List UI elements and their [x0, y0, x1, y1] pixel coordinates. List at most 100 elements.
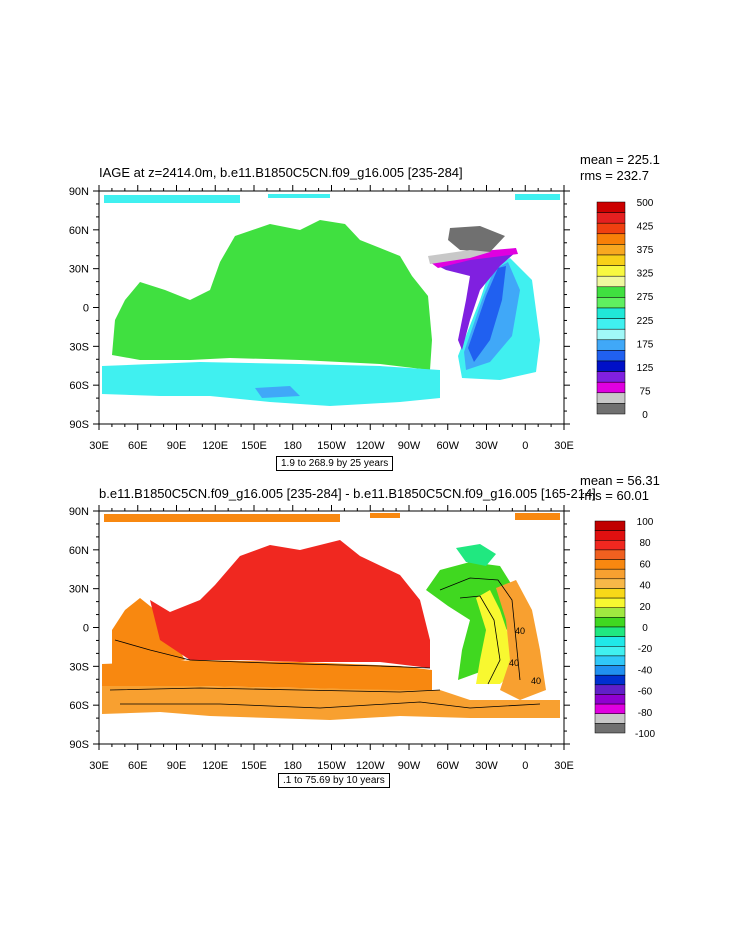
lat-label: 90N	[69, 506, 89, 518]
atlantic-darkblue	[468, 266, 506, 362]
legend-swatch	[594, 655, 626, 666]
legend-swatch	[594, 559, 626, 570]
p2-southern-lightorange	[102, 686, 560, 720]
legend-label: -40	[638, 665, 653, 676]
legend-swatch	[594, 568, 626, 580]
lat-label: 30N	[69, 264, 89, 276]
legend-swatch	[594, 723, 626, 734]
panel-1-rms: rms = 232.7	[580, 168, 650, 183]
lat-label: 30S	[69, 661, 89, 673]
lat-label: 90S	[69, 739, 89, 751]
legend-swatch	[594, 703, 626, 714]
p2-contour-labels: 40 40 40	[509, 626, 541, 686]
north-atlantic-grey	[448, 226, 505, 252]
p2-arctic-region	[104, 513, 560, 522]
lon-label: 90E	[167, 760, 187, 772]
legend-label: 40	[639, 581, 651, 592]
atlantic-purple	[438, 252, 516, 350]
legend-label: 425	[637, 222, 654, 233]
lon-label: 120E	[202, 440, 228, 452]
panel-1-mean: mean = 225.1	[580, 152, 660, 167]
lat-label: 0	[83, 303, 89, 315]
lon-label: 150E	[241, 440, 267, 452]
panel-2-rms: rms = 60.01	[580, 488, 650, 503]
lat-label: 90N	[69, 186, 89, 198]
lon-label: 30E	[554, 760, 574, 772]
legend-label: 225	[637, 316, 654, 327]
panel-2-mean: mean = 56.31	[580, 473, 660, 488]
lat-label: 60N	[69, 545, 89, 557]
lon-label: 60E	[128, 440, 148, 452]
contour-label: 40	[509, 658, 519, 668]
lon-label: 0	[522, 440, 528, 452]
legend-swatch	[594, 540, 626, 551]
lon-label: 30E	[554, 440, 574, 452]
southern-ocean-region	[102, 362, 440, 406]
legend-label: 80	[639, 538, 651, 549]
panel-2-axes: 30E 60E 90E 120E 150E 180 150W 120W 90W 60W 30W 0 30…	[69, 505, 574, 772]
panel-2-title: b.e11.B1850C5CN.f09_g16.005 [235-284] - …	[99, 486, 596, 501]
legend-swatch	[594, 549, 626, 560]
legend-label: 275	[637, 292, 654, 303]
legend-label: 0	[642, 410, 648, 421]
lon-label: 30E	[89, 760, 109, 772]
lat-label: 30S	[69, 341, 89, 353]
legend-swatch	[594, 674, 626, 686]
legend-label: 75	[639, 386, 651, 397]
lon-label: 150E	[241, 760, 267, 772]
legend-label: -100	[635, 729, 655, 740]
contour-label: 40	[515, 626, 525, 636]
legend-swatch	[594, 578, 626, 589]
p2-pacific-region	[150, 540, 430, 668]
panel-2-legend: 100 80 60 40 20 0 -20 -40 -60 -80 -100	[594, 517, 655, 740]
p2-contours	[109, 577, 541, 709]
legend-swatch	[594, 617, 626, 628]
lon-label: 60W	[436, 440, 459, 452]
p2-indian-region	[112, 598, 185, 668]
lat-label: 30N	[69, 584, 89, 596]
lon-label: 120W	[356, 440, 385, 452]
legend-swatch	[594, 646, 626, 657]
lat-label: 60N	[69, 225, 89, 237]
lon-label: 90W	[398, 760, 421, 772]
panel-1-map: 30E 60E 90E 120E 150E 180 150W 120W 90W 60W 30W 0 30…	[69, 185, 654, 452]
legend-swatch	[594, 520, 626, 531]
legend-label: 325	[637, 269, 654, 280]
lon-label: 120W	[356, 760, 385, 772]
lon-label: 150W	[317, 760, 346, 772]
p2-atlantic-lightgreen	[456, 544, 496, 566]
legend-label: 100	[637, 517, 654, 528]
pacific-region	[112, 220, 432, 370]
lon-label: 120E	[202, 760, 228, 772]
p2-southern-orange	[102, 660, 432, 690]
atlantic-magenta	[430, 248, 518, 268]
legend-label: 500	[637, 198, 654, 209]
lon-label: 90W	[398, 440, 421, 452]
legend-label: -20	[638, 644, 653, 655]
panel-2-footer: .1 to 75.69 by 10 years	[278, 773, 390, 788]
lon-label: 60W	[436, 760, 459, 772]
legend-swatch	[594, 713, 626, 724]
legend-swatch	[594, 684, 626, 695]
p2-atlantic-yellow	[476, 590, 516, 684]
lon-label: 180	[284, 440, 302, 452]
legend-label: 20	[639, 602, 651, 613]
legend-label: -80	[638, 708, 653, 719]
legend-label: 175	[637, 339, 654, 350]
legend-swatch	[594, 694, 626, 705]
legend-swatch	[594, 588, 626, 599]
lat-label: 60S	[69, 380, 89, 392]
p2-atlantic-orange	[496, 580, 546, 700]
legend-label: 0	[642, 623, 648, 634]
legend-swatch	[596, 403, 626, 415]
panel-1-title: IAGE at z=2414.0m, b.e11.B1850C5CN.f09_g…	[99, 165, 463, 180]
legend-swatch	[594, 626, 626, 637]
north-atlantic-lightgrey	[428, 250, 490, 264]
legend-label: 125	[637, 363, 654, 374]
lon-label: 60E	[128, 760, 148, 772]
contour-label: 40	[531, 676, 541, 686]
lon-label: 0	[522, 760, 528, 772]
lat-label: 90S	[69, 419, 89, 431]
panel-1-footer: 1.9 to 268.9 by 25 years	[276, 456, 394, 471]
